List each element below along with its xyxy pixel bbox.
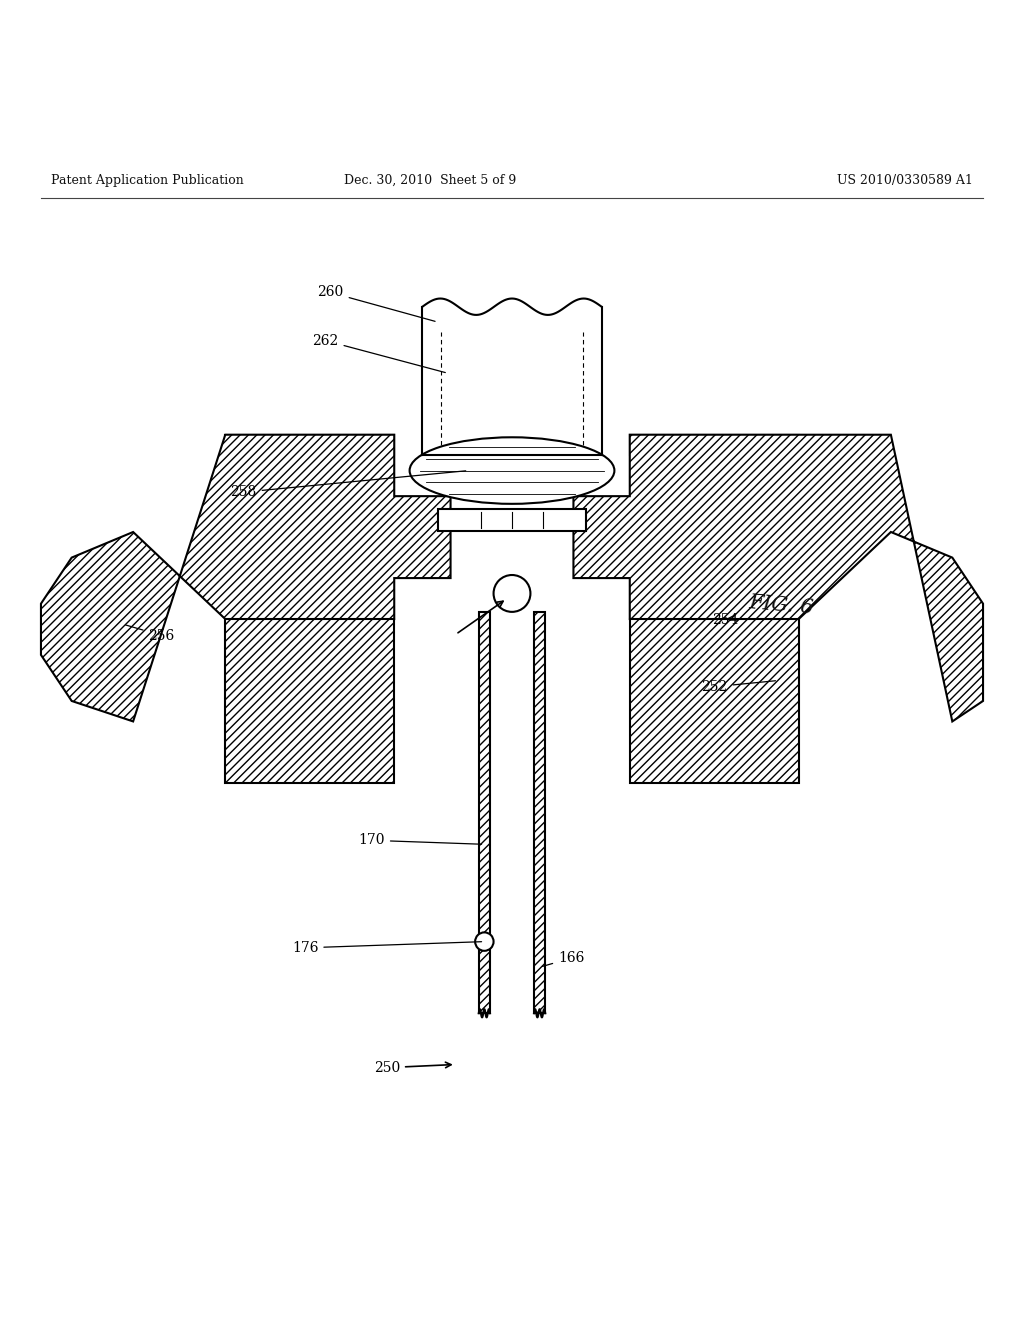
- Polygon shape: [225, 619, 394, 783]
- Polygon shape: [573, 434, 983, 722]
- Text: 250: 250: [374, 1061, 451, 1074]
- Text: 258: 258: [230, 471, 466, 499]
- Circle shape: [494, 576, 530, 612]
- Text: Dec. 30, 2010  Sheet 5 of 9: Dec. 30, 2010 Sheet 5 of 9: [344, 174, 516, 187]
- Polygon shape: [630, 619, 799, 783]
- Text: US 2010/0330589 A1: US 2010/0330589 A1: [837, 174, 973, 187]
- Polygon shape: [479, 612, 490, 1014]
- Polygon shape: [535, 612, 545, 1014]
- Polygon shape: [225, 434, 394, 455]
- Text: 256: 256: [126, 624, 175, 643]
- Text: Patent Application Publication: Patent Application Publication: [51, 174, 244, 187]
- Polygon shape: [41, 434, 451, 722]
- Polygon shape: [438, 510, 586, 532]
- Text: 260: 260: [317, 285, 435, 321]
- Text: 166: 166: [543, 952, 585, 966]
- Text: 262: 262: [312, 334, 445, 372]
- Text: 170: 170: [358, 833, 481, 847]
- Polygon shape: [630, 434, 799, 455]
- Text: 252: 252: [701, 680, 775, 694]
- Ellipse shape: [410, 437, 614, 504]
- Circle shape: [475, 932, 494, 950]
- Text: 254: 254: [712, 614, 738, 627]
- Text: FIG. 6: FIG. 6: [748, 593, 814, 618]
- Text: 176: 176: [292, 941, 481, 954]
